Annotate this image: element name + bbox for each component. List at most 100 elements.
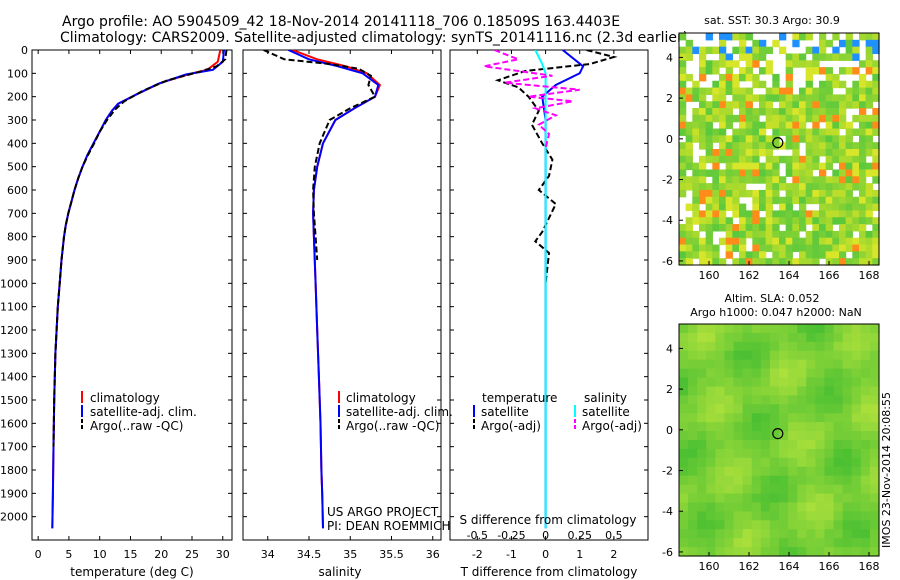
map-cell <box>760 448 771 459</box>
map-cell <box>719 169 727 177</box>
map-cell <box>842 520 853 530</box>
map-cell <box>806 359 816 370</box>
map-cell <box>679 108 687 116</box>
salinity-xlabel: salinity <box>318 565 361 579</box>
header-line-1: Argo profile: AO 5904509_42 18-Nov-2014 … <box>62 14 620 30</box>
map-cell <box>699 142 707 150</box>
map-cell <box>705 230 713 239</box>
map-cell <box>839 101 847 109</box>
map-cell <box>715 475 726 486</box>
map-cell <box>692 203 700 212</box>
map-cell <box>712 135 720 143</box>
map-cell <box>739 176 747 184</box>
map-cell <box>679 251 687 259</box>
map-cell <box>719 142 727 150</box>
map-cell <box>815 332 826 343</box>
map-cell <box>765 108 773 116</box>
map-cell <box>869 538 880 548</box>
map-cell <box>812 53 820 61</box>
x-tick-label: 5 <box>65 548 72 561</box>
map-cell <box>688 448 698 459</box>
map-cell <box>792 196 800 205</box>
depth-tick-label: 1700 <box>0 441 28 454</box>
map-cell <box>860 422 871 432</box>
map-cell <box>812 230 820 239</box>
map-cell <box>824 538 835 548</box>
map-cell <box>806 386 816 396</box>
map-cell <box>732 114 740 123</box>
map-cell <box>832 114 840 123</box>
map-cell <box>805 87 813 96</box>
depth-tick-label: 1600 <box>0 417 28 430</box>
map-cell <box>751 395 762 405</box>
map-cell <box>812 94 820 102</box>
map-cell <box>745 67 753 75</box>
map-cell <box>699 135 707 143</box>
map-cell <box>833 493 844 504</box>
map-cell <box>785 244 793 252</box>
map-cell <box>697 547 707 557</box>
map-cell <box>839 149 847 157</box>
map-cell <box>772 142 780 150</box>
map-cell <box>760 547 771 557</box>
map-cell <box>824 377 835 388</box>
lat-tick-label: 0 <box>666 424 673 437</box>
map-cell <box>851 368 862 379</box>
map-cell <box>724 404 735 414</box>
map-cell <box>760 502 771 512</box>
map-cell <box>706 538 716 548</box>
map-cell <box>739 142 747 150</box>
map-cell <box>797 529 807 539</box>
map-cell <box>865 149 873 157</box>
map-cell <box>705 101 713 109</box>
map-cell <box>769 529 780 539</box>
map-cell <box>712 80 720 89</box>
map-cell <box>859 244 867 252</box>
legend-label: Argo(..raw -QC) <box>90 419 183 433</box>
map-cell <box>825 155 833 164</box>
map-cell <box>851 377 862 388</box>
map-cell <box>806 368 816 379</box>
map-cell <box>705 189 713 198</box>
map-cell <box>833 386 844 396</box>
map-cell <box>765 230 773 239</box>
map-cell <box>739 251 747 259</box>
map-cell <box>833 422 844 432</box>
legend-label: satellite <box>582 405 630 419</box>
legend-header-salinity: salinity <box>584 391 627 405</box>
map-cell <box>842 484 853 495</box>
map-cell <box>815 520 826 530</box>
map-cell <box>742 395 753 405</box>
map-frame <box>678 32 880 266</box>
map-cell <box>842 341 853 352</box>
map-cell <box>832 108 840 116</box>
map-cell <box>692 135 700 143</box>
map-cell <box>806 547 816 557</box>
map-cell <box>865 53 873 61</box>
map-cell <box>806 466 816 477</box>
map-cell <box>819 53 827 61</box>
map-cell <box>788 341 798 352</box>
map-cell <box>712 189 720 198</box>
map-cell <box>733 350 744 361</box>
map-cell <box>719 39 727 48</box>
map-cell <box>769 350 780 361</box>
map-cell <box>725 114 733 123</box>
map-cell <box>824 457 835 468</box>
map-cell <box>739 39 747 48</box>
map-cell <box>752 210 760 218</box>
map-cell <box>872 87 880 96</box>
map-cell <box>842 529 853 539</box>
map-cell <box>725 251 733 259</box>
map-cell <box>851 466 862 477</box>
map-cell <box>792 108 800 116</box>
map-cell <box>739 149 747 157</box>
map-cell <box>792 60 800 68</box>
map-cell <box>799 33 807 41</box>
map-cell <box>860 529 871 539</box>
map-cell <box>799 94 807 102</box>
map-cell <box>824 332 835 343</box>
map-cell <box>852 244 860 252</box>
map-cell <box>824 466 835 477</box>
map-cell <box>825 39 833 48</box>
